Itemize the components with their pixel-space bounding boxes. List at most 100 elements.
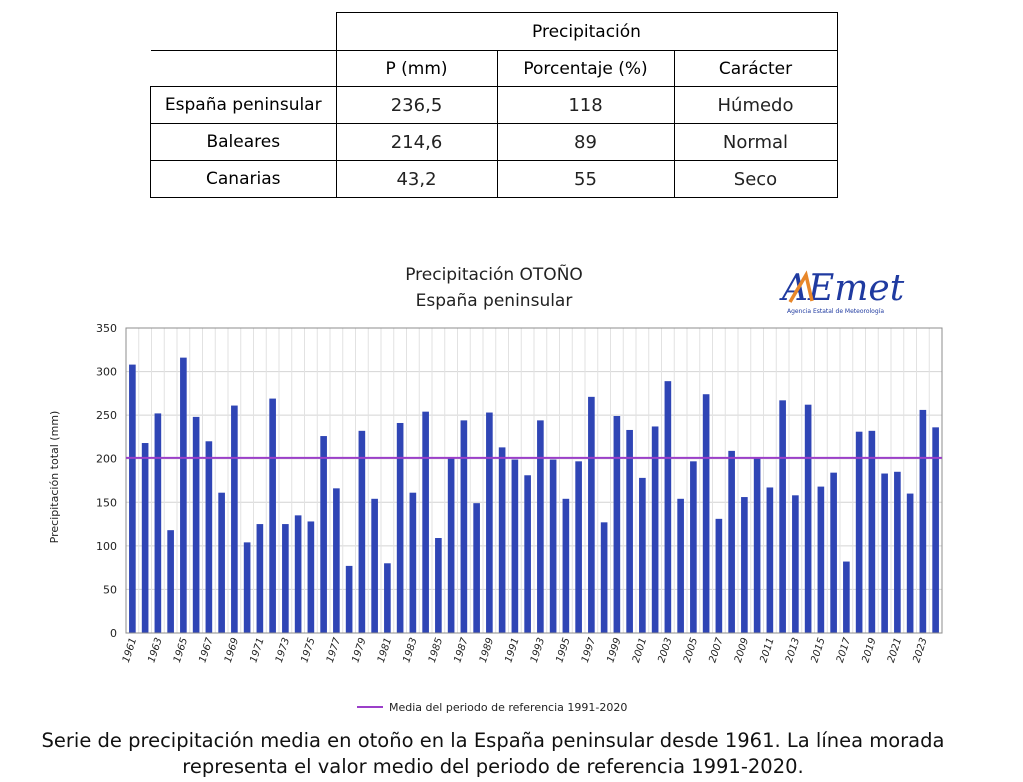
bar-1974 xyxy=(294,515,302,633)
x-tick-label: 2023 xyxy=(911,637,929,665)
bar-1996 xyxy=(575,461,582,633)
bar-1973 xyxy=(282,524,289,633)
x-tick-label: 1975 xyxy=(299,637,317,665)
chart-title: Precipitación OTOÑO xyxy=(405,263,583,285)
bar-1975 xyxy=(307,521,315,633)
cell-p-mm: 214,6 xyxy=(335,123,498,161)
bar-2001 xyxy=(639,477,646,633)
bar-1966 xyxy=(192,416,200,633)
bar-2011 xyxy=(766,487,774,633)
x-tick-label: 2009 xyxy=(733,637,751,665)
x-tick-label: 1993 xyxy=(529,637,547,665)
bar-2019 xyxy=(868,430,876,633)
table-group-header: Precipitación xyxy=(335,12,838,51)
cell-porcentaje: 89 xyxy=(496,123,675,161)
bar-2009 xyxy=(741,497,748,633)
x-tick-label: 1989 xyxy=(478,637,496,665)
bar-1979 xyxy=(358,430,366,633)
bar-1999 xyxy=(613,416,621,633)
x-tick-label: 1979 xyxy=(350,637,368,665)
chart-subtitle: España peninsular xyxy=(416,291,573,311)
bar-1990 xyxy=(498,447,506,633)
table-corner-empty xyxy=(150,12,337,51)
bar-2010 xyxy=(753,457,761,633)
y-tick-labels: 0 50 100 150 200 250 300 350 xyxy=(96,322,117,640)
bar-1991 xyxy=(511,459,519,633)
bar-1969 xyxy=(231,405,238,633)
bar-1998 xyxy=(600,522,608,633)
bar-1968 xyxy=(218,492,225,633)
legend: Media del periodo de referencia 1991-202… xyxy=(357,701,627,714)
cell-p-mm: 236,5 xyxy=(335,86,498,124)
bar-1971 xyxy=(256,524,264,633)
precipitation-chart: Precipitación OTOÑO España peninsular AE… xyxy=(48,263,943,714)
column-header-p-mm: P (mm) xyxy=(335,50,498,87)
bar-1981 xyxy=(384,563,391,633)
bar-2000 xyxy=(626,429,633,633)
x-tick-label: 2007 xyxy=(707,636,726,664)
x-tick-label: 2021 xyxy=(886,637,904,665)
bar-2017 xyxy=(843,561,850,633)
x-tick-label: 1969 xyxy=(223,637,241,665)
y-tick-label: 300 xyxy=(96,366,117,379)
table-row: Baleares 214,6 89 Normal xyxy=(150,123,838,161)
bar-1965 xyxy=(180,357,187,633)
legend-label: Media del periodo de referencia 1991-202… xyxy=(389,701,627,714)
y-tick-label: 200 xyxy=(96,453,117,466)
bar-1997 xyxy=(588,396,595,633)
y-axis-label: Precipitación total (mm) xyxy=(48,411,61,544)
bar-2012 xyxy=(779,400,786,633)
x-tick-label: 2003 xyxy=(656,637,674,665)
bar-1977 xyxy=(333,488,340,633)
bar-2013 xyxy=(792,495,799,633)
bar-2024 xyxy=(932,427,939,633)
bar-2016 xyxy=(830,472,837,633)
bars xyxy=(129,357,939,633)
bar-1967 xyxy=(205,441,213,633)
cell-caracter: Normal xyxy=(673,123,838,161)
caption-line-2: representa el valor medio del periodo de… xyxy=(182,755,804,778)
x-tick-label: 1997 xyxy=(580,636,599,664)
figure-caption: Serie de precipitación media en otoño en… xyxy=(0,728,986,780)
bar-1992 xyxy=(524,475,531,633)
x-tick-label: 1965 xyxy=(172,637,190,665)
x-tick-label: 2019 xyxy=(860,637,878,665)
bar-2020 xyxy=(881,473,888,633)
logo-subtitle: Agencia Estatal de Meteorología xyxy=(787,308,884,315)
cell-p-mm: 43,2 xyxy=(335,160,498,198)
row-label: España peninsular xyxy=(150,86,337,124)
y-tick-label: 350 xyxy=(96,322,117,335)
bar-2018 xyxy=(855,431,863,633)
bar-1970 xyxy=(243,542,251,633)
table-row: Canarias 43,2 55 Seco xyxy=(150,160,838,198)
precipitation-summary-table: Precipitación P (mm) Porcentaje (%) Cará… xyxy=(150,12,838,198)
bar-2015 xyxy=(817,486,825,633)
x-tick-label: 1983 xyxy=(401,637,419,665)
bar-1985 xyxy=(435,538,442,633)
bar-1987 xyxy=(460,420,468,633)
x-tick-label: 1961 xyxy=(121,637,139,665)
x-tick-label: 2005 xyxy=(682,637,700,665)
logo-accent-icon xyxy=(788,270,814,303)
column-header-caracter: Carácter xyxy=(673,50,838,87)
x-tick-label: 1995 xyxy=(554,637,572,665)
y-tick-label: 250 xyxy=(96,409,117,422)
x-tick-label: 1987 xyxy=(452,636,471,664)
bar-2014 xyxy=(804,404,812,633)
cell-porcentaje: 55 xyxy=(496,160,675,198)
x-tick-label: 2013 xyxy=(784,637,802,665)
aemet-logo: AEmet Agencia Estatal de Meteorología xyxy=(779,268,905,315)
row-label: Baleares xyxy=(150,123,337,161)
bar-1964 xyxy=(167,530,174,633)
y-tick-label: 150 xyxy=(96,496,117,509)
bar-1993 xyxy=(537,420,544,633)
x-tick-label: 2001 xyxy=(631,637,649,665)
cell-caracter: Seco xyxy=(673,160,838,198)
table-row: España peninsular 236,5 118 Húmedo xyxy=(150,86,838,124)
bar-2008 xyxy=(728,450,735,633)
x-tick-label: 1971 xyxy=(248,637,266,665)
bar-2002 xyxy=(651,426,659,633)
bar-1961 xyxy=(129,364,136,633)
y-tick-label: 50 xyxy=(103,583,117,596)
cell-porcentaje: 118 xyxy=(496,86,675,124)
